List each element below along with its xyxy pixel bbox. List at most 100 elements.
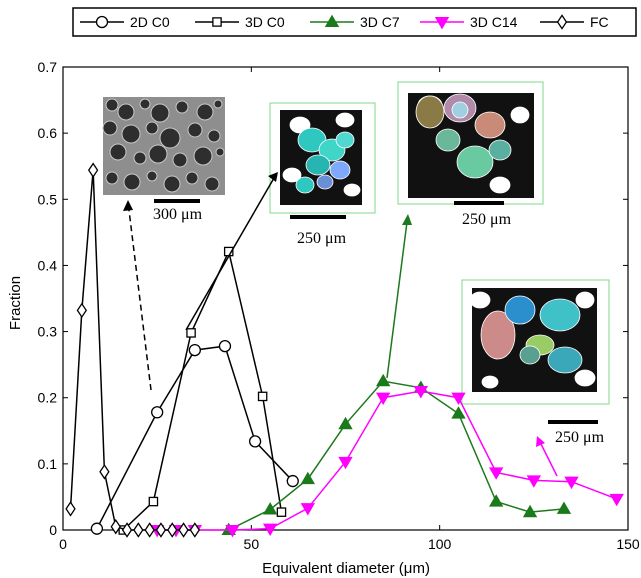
particle bbox=[574, 369, 596, 387]
data-point bbox=[451, 392, 466, 406]
scale-label-sem: 300 μm bbox=[153, 206, 203, 223]
particle bbox=[488, 139, 512, 161]
data-point bbox=[95, 15, 109, 29]
pore bbox=[121, 124, 141, 144]
pore bbox=[145, 121, 159, 135]
scale-label-c14: 250 μm bbox=[555, 429, 605, 446]
pore bbox=[102, 120, 118, 136]
data-point bbox=[556, 14, 568, 30]
data-point bbox=[413, 386, 429, 399]
axes: 0 50 100 150 0 0.1 0.2 0.3 0.4 0.5 0.6 0.7 bbox=[38, 59, 640, 552]
series-line bbox=[96, 345, 294, 530]
data-point bbox=[99, 464, 110, 480]
data-point bbox=[375, 373, 391, 387]
pore bbox=[207, 129, 221, 143]
3d-render-inset-c14: 250 μm bbox=[461, 279, 610, 446]
pore bbox=[213, 99, 223, 109]
data-point bbox=[324, 14, 340, 28]
particle bbox=[451, 101, 469, 119]
legend-entry: 3D C14 bbox=[420, 14, 518, 30]
pore bbox=[159, 127, 181, 149]
legend-entry: 3D C7 bbox=[310, 14, 400, 30]
data-point bbox=[262, 502, 278, 515]
series-line bbox=[228, 380, 565, 531]
data-point bbox=[434, 16, 450, 30]
y-tick-label: 0.7 bbox=[38, 59, 58, 75]
pore bbox=[133, 151, 147, 165]
data-point bbox=[488, 467, 504, 480]
particle bbox=[480, 310, 516, 360]
data-point bbox=[155, 522, 167, 538]
pore bbox=[204, 176, 220, 192]
data-point bbox=[488, 494, 504, 507]
particle bbox=[435, 128, 461, 152]
data-point bbox=[526, 475, 542, 488]
y-tick-label: 0.3 bbox=[38, 324, 58, 340]
series-2d-c0 bbox=[90, 339, 299, 535]
y-tick-label: 0.6 bbox=[38, 125, 58, 141]
particle bbox=[305, 154, 331, 176]
particle bbox=[481, 375, 499, 389]
legend-entry: 3D C0 bbox=[195, 14, 285, 30]
legend-label: 3D C14 bbox=[470, 14, 518, 30]
particle bbox=[489, 176, 511, 194]
particle bbox=[289, 116, 311, 134]
particle bbox=[547, 346, 583, 374]
x-tick-label: 0 bbox=[59, 536, 67, 552]
annotation-arrows bbox=[123, 172, 558, 477]
particle bbox=[519, 345, 541, 365]
series-line bbox=[157, 390, 617, 531]
particle bbox=[316, 174, 334, 190]
particle bbox=[329, 160, 351, 180]
particle bbox=[415, 95, 445, 129]
legend-label: 3D C0 bbox=[245, 14, 285, 30]
data-point bbox=[451, 406, 466, 419]
series-line bbox=[69, 170, 195, 531]
pore bbox=[105, 171, 119, 185]
y-tick-label: 0.5 bbox=[38, 191, 58, 207]
data-point bbox=[87, 162, 99, 178]
legend-label: 3D C7 bbox=[360, 14, 400, 30]
x-tick-label: 100 bbox=[428, 536, 452, 552]
series-line bbox=[122, 249, 283, 531]
data-point bbox=[338, 416, 353, 430]
y-tick-label: 0 bbox=[49, 522, 57, 538]
pore bbox=[109, 143, 127, 161]
arrow-sem-head bbox=[123, 200, 133, 211]
series-3d-c14 bbox=[149, 386, 624, 538]
arrow-sem bbox=[127, 201, 152, 391]
pore bbox=[117, 103, 135, 121]
arrow-c14-head bbox=[536, 436, 545, 447]
particle bbox=[295, 176, 315, 194]
series-3d-c0 bbox=[118, 246, 287, 535]
pore bbox=[146, 170, 158, 182]
particle bbox=[282, 167, 302, 183]
pore bbox=[139, 98, 151, 110]
scale-label-c0: 250 μm bbox=[297, 230, 347, 247]
pore bbox=[148, 144, 168, 164]
x-tick-label: 50 bbox=[244, 536, 260, 552]
data-point bbox=[609, 493, 624, 507]
particle bbox=[469, 291, 491, 309]
particle bbox=[575, 291, 595, 309]
pore bbox=[215, 147, 225, 157]
legend-label: FC bbox=[590, 14, 609, 30]
x-axis-label: Equivalent diameter (μm) bbox=[262, 560, 430, 577]
data-point bbox=[522, 504, 538, 518]
legend-entry: FC bbox=[540, 14, 609, 30]
legend-label: 2D C0 bbox=[130, 14, 170, 30]
pore bbox=[172, 152, 188, 168]
data-point bbox=[262, 523, 278, 537]
y-tick-label: 0.2 bbox=[38, 390, 58, 406]
pore bbox=[193, 146, 213, 166]
data-point bbox=[300, 503, 316, 516]
pore bbox=[175, 100, 189, 114]
pore bbox=[105, 98, 119, 112]
data-point bbox=[276, 507, 287, 517]
pore bbox=[187, 122, 203, 138]
pore bbox=[196, 103, 214, 121]
data-point bbox=[338, 456, 353, 470]
data-point bbox=[151, 406, 164, 419]
data-point bbox=[90, 522, 104, 535]
